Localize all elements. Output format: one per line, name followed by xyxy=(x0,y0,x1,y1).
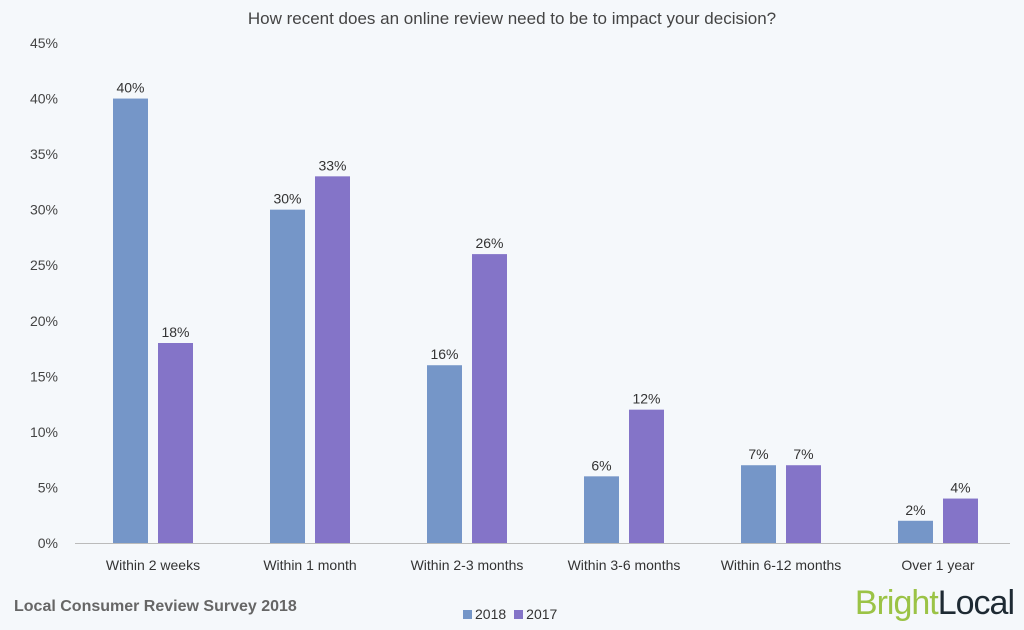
legend-swatch xyxy=(463,610,472,619)
data-label: 26% xyxy=(475,235,503,251)
legend-label: 2018 xyxy=(475,606,507,622)
y-tick-label: 20% xyxy=(30,313,58,329)
brightlocal-logo: BrightLocal xyxy=(854,584,1015,622)
bar-2017 xyxy=(786,465,821,543)
survey-source: Local Consumer Review Survey 2018 xyxy=(14,598,297,615)
bar-2018 xyxy=(741,465,776,543)
legend: 2018 2017 xyxy=(463,606,557,622)
bar-2018 xyxy=(898,520,933,543)
y-tick-label: 40% xyxy=(30,91,58,107)
data-label: 12% xyxy=(632,391,660,407)
bar-2018 xyxy=(270,209,305,543)
x-tick-label: Within 6-12 months xyxy=(721,557,842,573)
y-tick-label: 35% xyxy=(30,146,58,162)
data-label: 33% xyxy=(318,157,346,173)
x-tick-label: Over 1 year xyxy=(901,557,974,573)
bar-2017 xyxy=(315,176,350,544)
data-label: 30% xyxy=(273,191,301,207)
bar-2018 xyxy=(427,365,462,543)
data-label: 7% xyxy=(748,446,768,462)
legend-item-2017: 2017 xyxy=(514,606,557,622)
y-tick-label: 25% xyxy=(30,257,58,273)
bar-chart: How recent does an online review need to… xyxy=(30,9,1010,573)
bar-2017 xyxy=(472,254,507,543)
data-label: 7% xyxy=(793,446,813,462)
chart-title: How recent does an online review need to… xyxy=(248,9,776,28)
bar-2017 xyxy=(629,409,664,543)
data-label: 4% xyxy=(950,480,970,496)
y-tick-label: 10% xyxy=(30,424,58,440)
y-tick-label: 15% xyxy=(30,368,58,384)
y-tick-label: 5% xyxy=(38,479,58,495)
legend-label: 2017 xyxy=(526,606,558,622)
x-tick-label: Within 2 weeks xyxy=(106,557,200,573)
bar-2017 xyxy=(943,498,978,543)
bar-2018 xyxy=(584,476,619,543)
data-label: 16% xyxy=(430,346,458,362)
y-tick-label: 0% xyxy=(38,535,58,551)
x-tick-label: Within 3-6 months xyxy=(568,557,681,573)
legend-item-2018: 2018 xyxy=(463,606,506,622)
bar-2018 xyxy=(113,98,148,544)
data-label: 40% xyxy=(116,80,144,96)
data-label: 2% xyxy=(905,502,925,518)
legend-swatch xyxy=(514,610,524,619)
y-tick-label: 45% xyxy=(30,35,58,51)
data-label: 6% xyxy=(591,457,611,473)
x-tick-label: Within 2-3 months xyxy=(411,557,524,573)
x-tick-label: Within 1 month xyxy=(263,557,356,573)
data-label: 18% xyxy=(161,324,189,340)
bar-2017 xyxy=(158,343,193,543)
y-tick-label: 30% xyxy=(30,202,58,218)
